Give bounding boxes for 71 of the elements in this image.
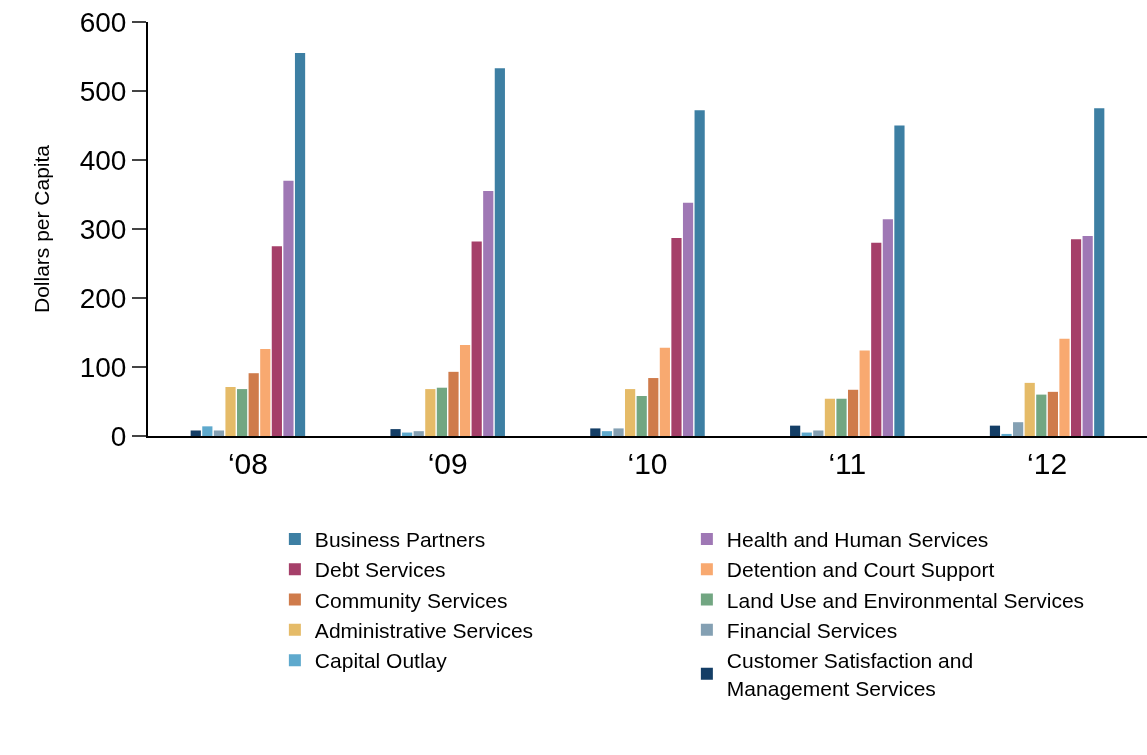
legend-label: Health and Human Services: [726, 528, 989, 552]
bar: [202, 426, 213, 436]
y-tick-label: 100: [79, 351, 127, 383]
legend-label: Debt Services: [314, 558, 446, 582]
bar: [848, 389, 859, 436]
bar: [871, 242, 882, 436]
bar: [882, 219, 893, 436]
bar: [471, 241, 482, 436]
bar: [636, 395, 647, 436]
bar: [1024, 382, 1035, 436]
bar: [225, 387, 236, 436]
bar: [1070, 239, 1082, 436]
bar: [1082, 235, 1093, 436]
y-tick-label: 600: [79, 6, 127, 38]
bar: [436, 387, 447, 436]
bar: [1059, 338, 1070, 436]
bar: [1094, 108, 1105, 436]
y-axis-title: Dollars per Capita: [30, 144, 54, 314]
bar: [790, 425, 801, 436]
x-tick-label: ‘11: [828, 447, 867, 480]
bar: [283, 180, 294, 436]
y-tick-label: 200: [79, 282, 127, 314]
bar: [682, 202, 694, 436]
bar: [483, 191, 494, 436]
bar: [213, 430, 225, 436]
bar: [894, 125, 905, 436]
bar: [190, 430, 201, 436]
bar: [836, 398, 847, 436]
bar: [1013, 422, 1024, 436]
bar: [694, 110, 705, 436]
bar: [260, 349, 271, 436]
bar: [494, 68, 505, 436]
bar: [813, 430, 824, 436]
bar: [659, 347, 670, 436]
bar: [671, 237, 682, 436]
bar: [271, 246, 282, 436]
y-tick-label: 400: [79, 144, 127, 176]
legend-label: Community Services: [314, 588, 508, 612]
y-tick-label: 300: [79, 213, 127, 245]
x-tick-label: ‘08: [227, 447, 268, 480]
bar: [648, 378, 659, 436]
legend-label: Capital Outlay: [314, 649, 448, 673]
bar: [425, 389, 436, 436]
legend-label: Customer Satisfaction and Management Services: [726, 649, 974, 700]
legend-label: Land Use and Environmental Services: [726, 588, 1085, 612]
bar: [294, 53, 306, 436]
bar: [824, 398, 836, 436]
bar: [590, 428, 601, 436]
bar: [459, 344, 471, 436]
bar: [1047, 391, 1058, 436]
bar: [237, 389, 248, 436]
y-tick-label: 0: [110, 420, 127, 452]
bar: [390, 429, 401, 436]
bar: [1001, 433, 1012, 436]
y-tick-label: 500: [79, 75, 127, 107]
legend-label: Business Partners: [314, 528, 486, 552]
bar: [625, 389, 636, 436]
legend-label: Financial Services: [726, 619, 898, 643]
bar: [613, 428, 624, 436]
x-tick-label: ‘10: [627, 447, 668, 480]
bar: [1036, 394, 1047, 436]
bar: [448, 371, 459, 436]
x-tick-label: ‘09: [427, 447, 468, 480]
legend-label: Administrative Services: [314, 619, 534, 643]
bar: [601, 431, 613, 436]
legend-label: Detention and Court Support: [726, 558, 995, 582]
bar: [859, 350, 870, 436]
x-tick-label: ‘12: [1027, 447, 1068, 480]
bar: [413, 431, 424, 436]
bar: [989, 425, 1001, 436]
bar: [248, 373, 259, 436]
